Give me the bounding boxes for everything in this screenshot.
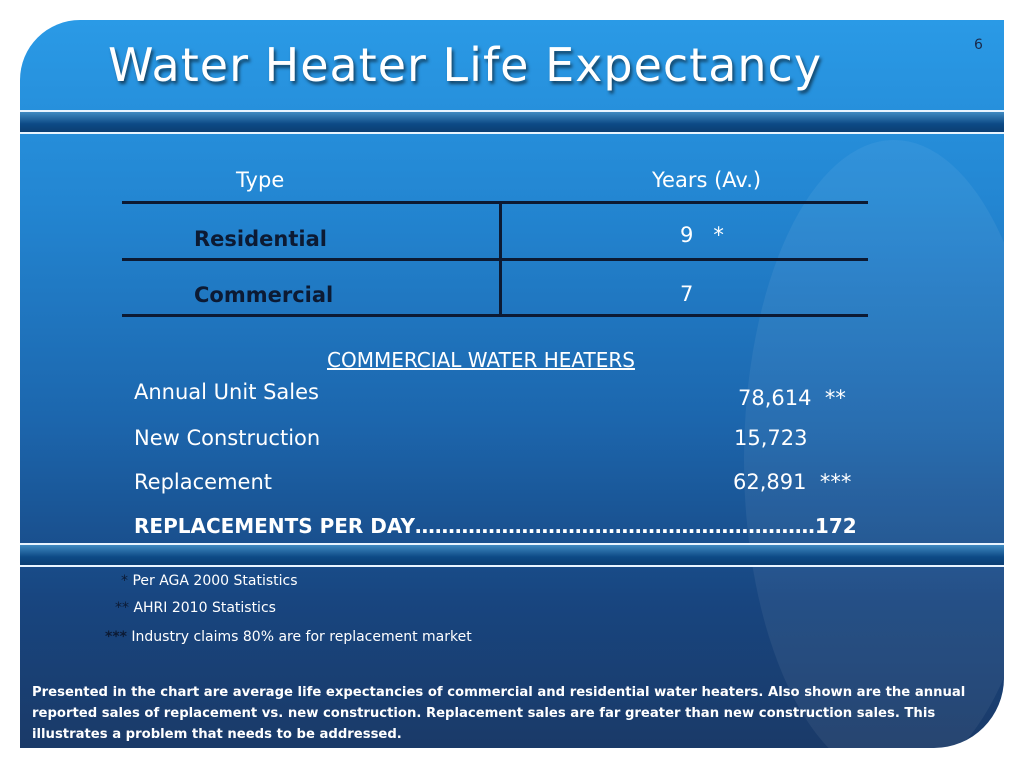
table-cell-type-residential: Residential: [194, 227, 327, 251]
lower-divider-band: [20, 543, 1004, 567]
table-rule-middle: [122, 258, 868, 261]
title-divider-band: [20, 110, 1004, 134]
table-cell-years-commercial: 7: [680, 282, 694, 306]
annual-unit-sales-label: Annual Unit Sales: [134, 380, 319, 404]
footnote-ahri-marker: **: [115, 600, 129, 616]
footnote-ahri-text: AHRI 2010 Statistics: [129, 600, 276, 616]
footnote-industry-text: Industry claims 80% are for replacement …: [126, 629, 472, 645]
slide-title: Water Heater Life Expectancy: [108, 38, 823, 92]
footnote-aga: * Per AGA 2000 Statistics: [121, 573, 298, 589]
footnote-aga-marker: *: [121, 573, 128, 589]
annual-unit-sales-value: 78,614 **: [738, 386, 846, 410]
table-cell-type-commercial: Commercial: [194, 283, 334, 307]
table-column-divider: [499, 203, 502, 316]
table-header-type: Type: [236, 168, 285, 192]
table-header-years: Years (Av.): [652, 168, 762, 192]
table-rule-top: [122, 201, 868, 204]
commercial-heading: COMMERCIAL WATER HEATERS: [327, 348, 635, 372]
replacement-value: 62,891 ***: [733, 470, 852, 494]
summary-note: Presented in the chart are average life …: [32, 685, 966, 742]
footnote-aga-text: Per AGA 2000 Statistics: [128, 573, 298, 589]
footnote-ahri: ** AHRI 2010 Statistics: [115, 600, 276, 616]
new-construction-label: New Construction: [134, 426, 321, 450]
table-rule-bottom: [122, 314, 868, 317]
table-cell-years-residential: 9 *: [680, 223, 724, 247]
new-construction-value: 15,723: [734, 426, 808, 450]
footnote-industry: *** Industry claims 80% are for replacem…: [105, 629, 472, 645]
replacements-per-day: REPLACEMENTS PER DAY………………………………………………………: [134, 514, 857, 538]
page-number: 6: [974, 37, 983, 53]
replacement-label: Replacement: [134, 470, 272, 494]
footnote-industry-marker: ***: [105, 629, 127, 645]
slide: Water Heater Life Expectancy 6 Type Year…: [20, 20, 1004, 748]
